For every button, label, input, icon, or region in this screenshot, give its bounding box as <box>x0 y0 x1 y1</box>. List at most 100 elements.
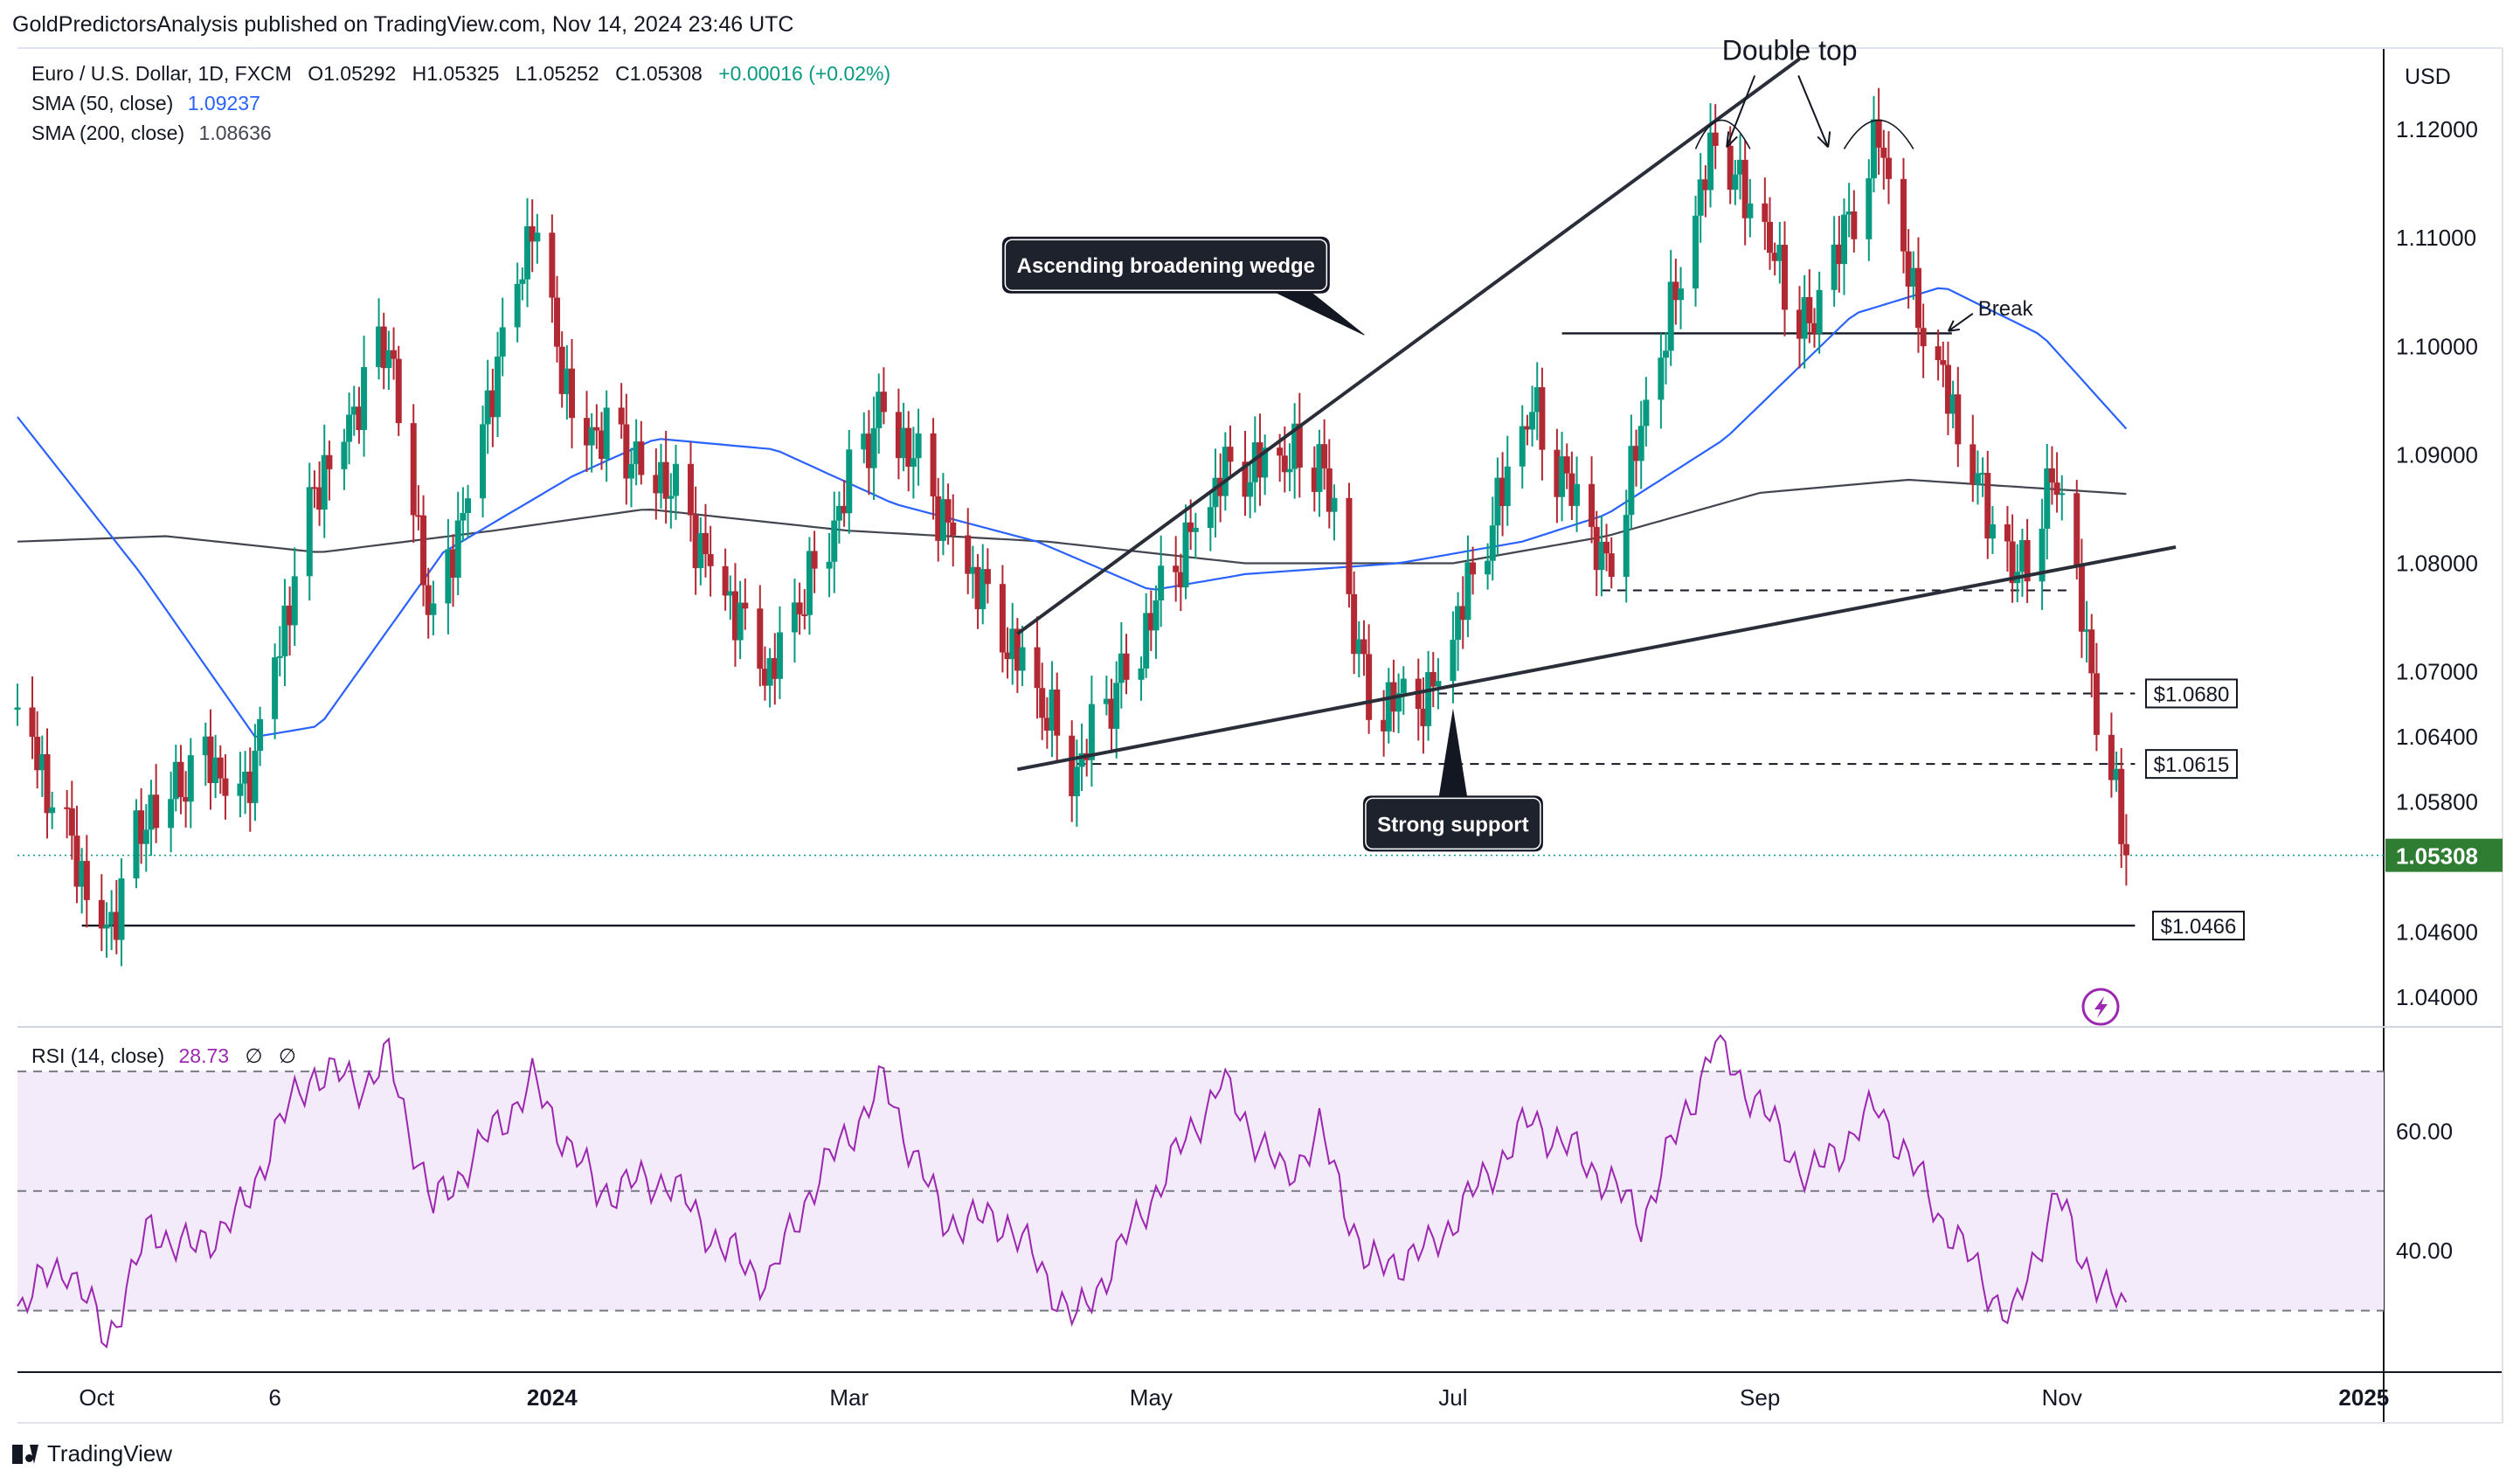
candle-body <box>172 761 179 800</box>
candle-body <box>499 327 506 357</box>
candle <box>1732 160 1739 205</box>
candle-body <box>662 461 669 499</box>
candle <box>1222 432 1229 511</box>
legend-low: L1.05252 <box>516 62 599 85</box>
candle <box>1143 593 1150 678</box>
candle <box>1257 413 1263 506</box>
candle-body <box>138 810 145 844</box>
candle-body <box>2083 629 2090 632</box>
tradingview-logo-icon <box>12 1444 38 1464</box>
candle-body <box>183 797 190 802</box>
candle-body <box>346 414 353 442</box>
candle-body <box>1637 426 1644 461</box>
candle-body <box>1470 562 1477 575</box>
candle <box>1054 672 1061 760</box>
price-tick-label: 1.09000 <box>2396 441 2478 468</box>
candle <box>133 799 140 889</box>
candle-body <box>831 520 838 562</box>
candle-body <box>1435 681 1442 687</box>
axes: 60.00 40.00 1.12000 1.11000 1.10000 1.09000 1.… <box>79 116 2503 1411</box>
candle-body <box>841 505 848 514</box>
candle-body <box>846 449 853 514</box>
candle <box>1801 274 1808 369</box>
candle <box>1880 129 1887 190</box>
candle-body <box>1880 147 1887 158</box>
candle-body <box>380 326 387 369</box>
candle <box>772 633 779 705</box>
candle <box>1563 443 1570 489</box>
footer-brand[interactable]: TradingView <box>12 1440 172 1467</box>
candle-body <box>861 433 868 450</box>
candle-body <box>638 441 645 475</box>
candle <box>1499 452 1506 537</box>
candle-body <box>1767 221 1774 253</box>
candle <box>1935 329 1942 381</box>
candle-body <box>1905 251 1912 287</box>
candle-body <box>1054 690 1061 736</box>
candle <box>1866 159 1873 261</box>
level-tag-box <box>2152 911 2245 941</box>
candle-body <box>766 658 773 686</box>
candle-body <box>672 463 679 496</box>
candle <box>1574 456 1581 532</box>
candle-body <box>623 424 630 479</box>
candle <box>346 392 353 465</box>
candle <box>1459 576 1466 649</box>
candle-body <box>935 496 942 541</box>
candle-body <box>1103 698 1110 704</box>
rsi-line <box>17 1034 2128 1349</box>
rsi-panel <box>17 1034 2384 1349</box>
candle <box>1712 104 1719 170</box>
sma200-line <box>17 478 2127 565</box>
candle <box>1346 482 1353 608</box>
candle <box>935 477 942 562</box>
candle <box>272 643 279 739</box>
price-tick-label: 1.08000 <box>2396 551 2478 577</box>
candle <box>103 902 110 958</box>
lightning-icon[interactable] <box>2081 988 2120 1026</box>
candle-body <box>1019 647 1026 671</box>
candle <box>237 752 244 818</box>
candle <box>1782 221 1789 336</box>
candle <box>1331 484 1338 541</box>
candle <box>177 745 184 815</box>
candle <box>350 385 357 436</box>
candle-body <box>376 326 383 367</box>
currency-button[interactable]: USD <box>2405 65 2451 89</box>
candle-body <box>38 753 45 771</box>
candle-body <box>687 463 694 516</box>
candle-body <box>1568 473 1575 506</box>
wedge-trendline <box>1017 544 2177 772</box>
candle <box>1831 216 1838 307</box>
candle <box>895 388 902 480</box>
sma50-line <box>17 287 2128 739</box>
candle <box>14 683 21 726</box>
candle <box>618 383 625 439</box>
candle <box>1430 652 1437 708</box>
candle-body <box>2108 734 2115 780</box>
candle <box>1697 153 1704 243</box>
candle <box>1212 448 1219 537</box>
candle <box>1589 456 1596 544</box>
legend-sma50-value: 1.09237 <box>188 92 260 114</box>
candle-body <box>217 757 224 779</box>
candle-body <box>1831 244 1838 290</box>
candle-body <box>1974 473 1981 485</box>
candle-body <box>321 454 328 510</box>
candle-body <box>168 799 175 829</box>
candle <box>1014 618 1021 693</box>
peak-arc <box>1843 119 1914 149</box>
candle-body <box>742 602 749 609</box>
candle <box>1845 183 1852 238</box>
candle <box>657 443 664 509</box>
candle <box>1974 450 1981 505</box>
candle <box>1182 504 1189 600</box>
candle-body <box>1845 211 1852 215</box>
candle-body <box>1425 671 1432 726</box>
candle-body <box>2122 843 2129 856</box>
candle <box>1741 140 1748 246</box>
candle <box>1559 432 1566 522</box>
candle <box>1643 377 1650 447</box>
legend-sma50-line: SMA (50, close) 1.09237 <box>31 92 260 114</box>
